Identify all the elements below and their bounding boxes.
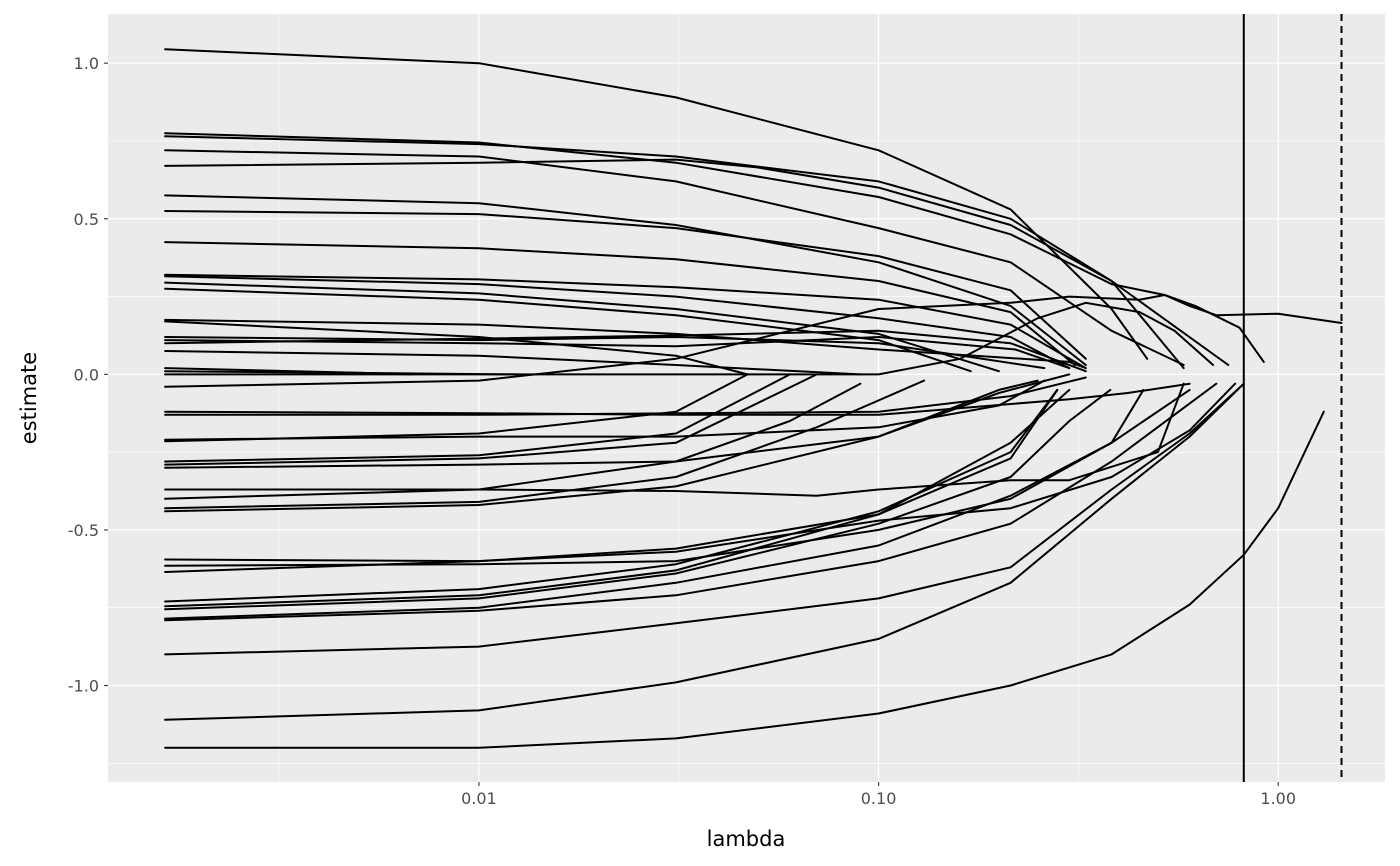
x-axis-title: lambda [707,827,786,851]
coefficient-path [164,373,818,466]
y-tick-label: -1.0 [68,677,99,696]
coefficient-path [164,379,1046,441]
coefficient-path [164,373,791,463]
coefficient-path [164,388,1112,611]
y-tick-label: 0.5 [74,210,99,229]
x-tick-label: 1.00 [1260,789,1296,808]
coefficient-path [164,132,1265,363]
coefficient-path [164,48,1149,360]
coefficient-path [164,287,972,373]
coefficient-path [164,382,1245,656]
y-axis-title: estimate [17,352,41,444]
reference-lines [1242,14,1343,782]
coefficient-path [164,388,1191,620]
coefficient-path [164,301,1215,376]
coefficient-path [164,320,749,376]
coefficient-path [164,382,1191,416]
coefficient-paths [164,48,1343,749]
coefficient-path [164,149,1185,366]
coefficient-path [164,194,1087,366]
coefficient-path [164,382,862,500]
coefficient-path [164,275,1071,370]
x-tick-label: 0.01 [461,789,497,808]
coefficient-path [164,350,862,376]
coefficient-path [164,273,1087,370]
coefficient-path [164,379,926,510]
y-tick-label: -0.5 [68,521,99,540]
coefficient-path [164,388,1059,573]
x-tick-label: 0.10 [861,789,897,808]
coefficient-path [164,158,1185,370]
coefficient-path [164,388,1071,608]
axes: 0.01 0.10 1.00 1.0 0.5 0.0 -0.5 -1.0 [68,54,1296,808]
coefficient-path [164,376,1087,416]
coefficient-path [164,241,1076,366]
coefficient-path [164,336,1071,370]
coefficient-path [164,382,1185,497]
coefficient-path [164,281,1000,373]
coefficient-path [164,373,1071,469]
coefficient-path [164,388,1059,603]
coefficient-path [164,336,1046,370]
coefficient-path [164,294,1343,388]
y-tick-label: 1.0 [74,54,99,73]
coefficient-path [164,379,1039,513]
y-tick-label: 0.0 [74,365,99,384]
coefficient-path [164,382,1245,721]
coefficient-path [164,382,1218,622]
coefficient-path [164,410,1325,749]
